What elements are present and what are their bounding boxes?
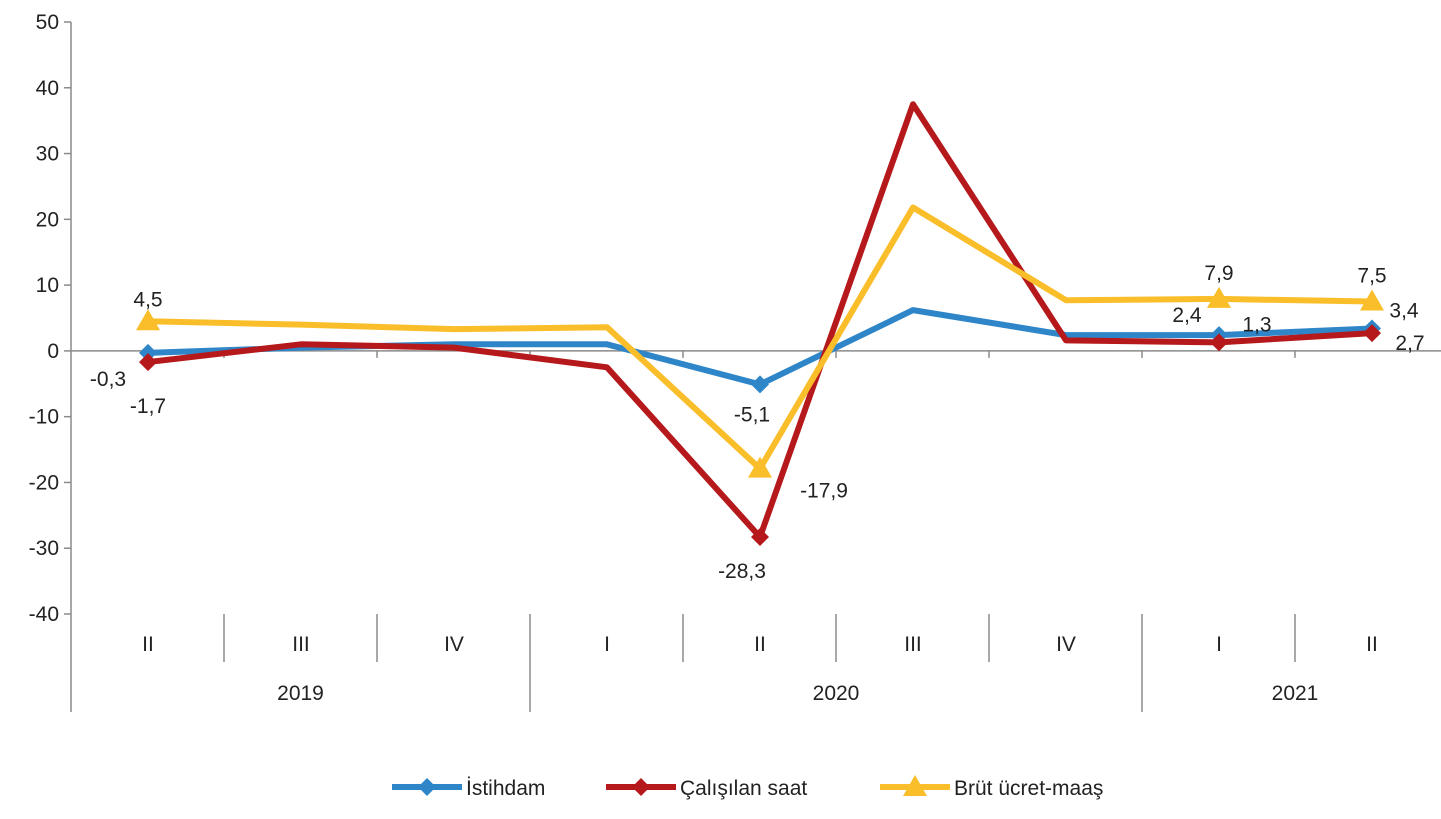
data-label: -28,3 (718, 560, 766, 583)
legend-item: Brüt ücret-maaş (880, 775, 1103, 800)
series-layer (136, 101, 1384, 547)
legend-label: Brüt ücret-maaş (954, 777, 1103, 800)
data-point (751, 375, 769, 394)
x-category-label: III (904, 633, 922, 656)
y-tick-label: -10 (29, 406, 59, 429)
legend-marker (903, 775, 927, 796)
data-point (751, 528, 769, 547)
data-label: -5,1 (734, 403, 770, 426)
data-label: -17,9 (800, 480, 848, 503)
y-tick-label: 10 (36, 274, 59, 297)
series-2 (139, 101, 1381, 547)
legend: İstihdam Çalışılan saat Brüt ücret-maaş (392, 775, 1103, 800)
data-label: -0,3 (90, 368, 126, 391)
y-tick-label: 20 (36, 208, 59, 231)
data-label: 2,4 (1172, 304, 1202, 327)
data-label: 2,7 (1395, 332, 1424, 355)
data-label: -1,7 (130, 395, 166, 418)
y-tick-label: -30 (29, 537, 59, 560)
y-tick-label: -20 (29, 471, 59, 494)
data-label: 4,5 (133, 288, 162, 311)
legend-marker (418, 778, 436, 796)
data-label: 3,4 (1389, 300, 1419, 323)
legend-item: İstihdam (392, 777, 545, 800)
data-point (1207, 286, 1231, 308)
data-point (136, 309, 160, 331)
x-year-label: 2021 (1272, 682, 1319, 705)
x-category-label: II (1366, 633, 1378, 656)
data-label: 7,5 (1357, 265, 1386, 288)
x-category-label: II (142, 633, 154, 656)
data-point (1363, 324, 1381, 343)
x-category-label: IV (1056, 633, 1076, 656)
y-tick-label: 50 (36, 11, 59, 34)
data-point (139, 343, 157, 362)
x-category-label: I (604, 633, 610, 656)
legend-item: Çalışılan saat (606, 777, 807, 800)
y-tick-label: 30 (36, 143, 59, 166)
data-point (748, 456, 772, 478)
x-category-label: IV (444, 633, 464, 656)
x-year-label: 2020 (813, 682, 860, 705)
data-label: 7,9 (1204, 262, 1233, 285)
legend-marker (632, 778, 650, 796)
data-label: 1,3 (1242, 313, 1271, 336)
x-category-label: I (1216, 633, 1222, 656)
legend-label: Çalışılan saat (680, 777, 807, 800)
x-category-label: III (292, 633, 310, 656)
data-point (1210, 333, 1228, 352)
x-category-label: II (754, 633, 766, 656)
series-3 (136, 204, 1384, 478)
y-tick-label: 40 (36, 77, 59, 100)
data-point (1360, 289, 1384, 311)
data-labels: -0,3 -5,1 2,4 3,4 -1,7 -28,3 1,3 2,7 4,5 -17,9 7,9… (90, 262, 1425, 583)
data-point (139, 353, 157, 372)
y-tick-label: -40 (29, 603, 59, 626)
legend-label: İstihdam (466, 777, 545, 800)
y-tick-label: 0 (47, 340, 59, 363)
x-year-label: 2019 (277, 682, 324, 705)
